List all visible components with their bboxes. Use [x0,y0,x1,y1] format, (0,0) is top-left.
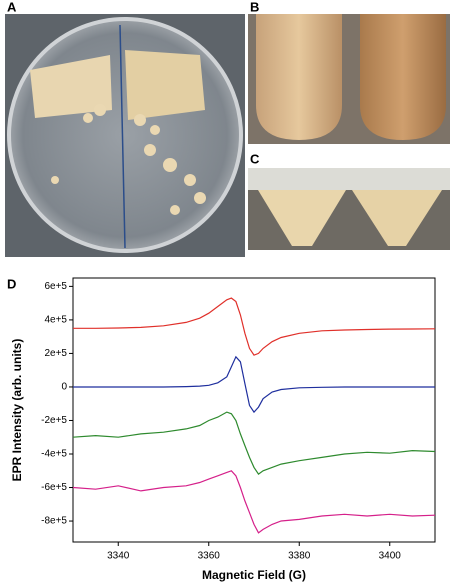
photo-plate [5,14,245,257]
photo-tubes-b [248,14,450,144]
x-tick-label: 3380 [288,551,311,562]
spectrum-line [72,411,436,475]
x-tick-label: 3340 [107,551,130,562]
y-tick-label: -4e+5 [41,449,67,460]
x-axis-label: Magnetic Field (G) [202,568,306,582]
y-tick-label: 4e+5 [44,315,67,326]
spectrum-line [73,297,436,356]
plot-frame [72,277,436,543]
y-tick-label: 0 [61,382,67,393]
panel-label: C [250,151,260,166]
spectrum-line [73,355,435,414]
y-tick-label: -6e+5 [41,482,67,493]
photo-tubes-c [248,168,450,250]
y-tick-label: 2e+5 [44,348,67,359]
panel-label: D [7,276,16,291]
x-tick-label: 3400 [379,551,402,562]
panel-label: B [250,0,259,14]
y-tick-label: -2e+5 [41,415,67,426]
x-tick-label: 3360 [198,551,221,562]
spectrum-line [72,470,436,534]
panel-label: A [7,0,17,14]
y-tick-label: 6e+5 [44,281,67,292]
y-tick-label: -8e+5 [41,516,67,527]
y-axis-label: EPR Intensity (arb. units) [10,339,24,482]
